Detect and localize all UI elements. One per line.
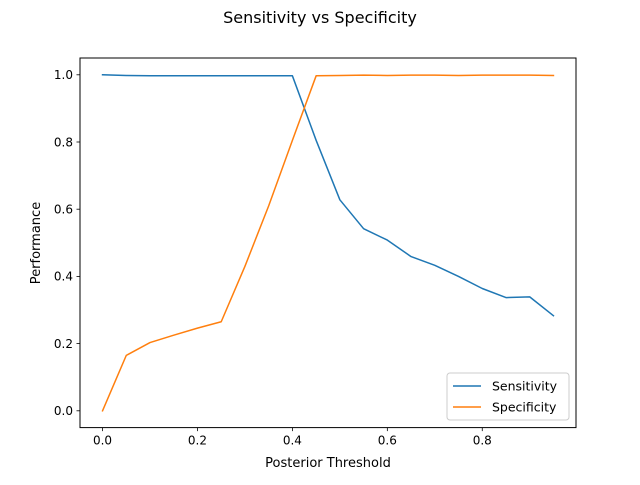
y-axis: 0.0 0.2 0.4 0.6 0.8 1.0 xyxy=(54,68,80,418)
y-tick-label: 0.4 xyxy=(54,270,73,284)
x-tick-label: 0.2 xyxy=(188,434,207,448)
series-line-sensitivity xyxy=(101,74,555,317)
y-tick-label: 0.0 xyxy=(54,404,73,418)
x-tick-label: 0.8 xyxy=(473,434,492,448)
y-tick-label: 1.0 xyxy=(54,68,73,82)
x-tick-label: 0.4 xyxy=(283,434,302,448)
legend: Sensitivity Specificity xyxy=(446,372,570,421)
y-tick-label: 0.6 xyxy=(54,203,73,217)
x-tick-label: 0.6 xyxy=(378,434,397,448)
legend-label-specificity: Specificity xyxy=(492,400,557,415)
plot-area xyxy=(101,74,555,412)
legend-box xyxy=(446,372,570,421)
x-axis: 0.0 0.2 0.4 0.6 0.8 xyxy=(93,427,492,448)
axes-frame xyxy=(79,57,577,429)
legend-label-sensitivity: Sensitivity xyxy=(492,379,558,394)
y-tick-label: 0.8 xyxy=(54,135,73,149)
x-axis-label: Posterior Threshold xyxy=(265,456,391,471)
y-tick-label: 0.2 xyxy=(54,337,73,351)
y-axis-label: Performance xyxy=(29,202,44,284)
series-line-specificity xyxy=(101,74,555,412)
x-tick-label: 0.0 xyxy=(93,434,112,448)
chart-title: Sensitivity vs Specificity xyxy=(223,8,417,27)
